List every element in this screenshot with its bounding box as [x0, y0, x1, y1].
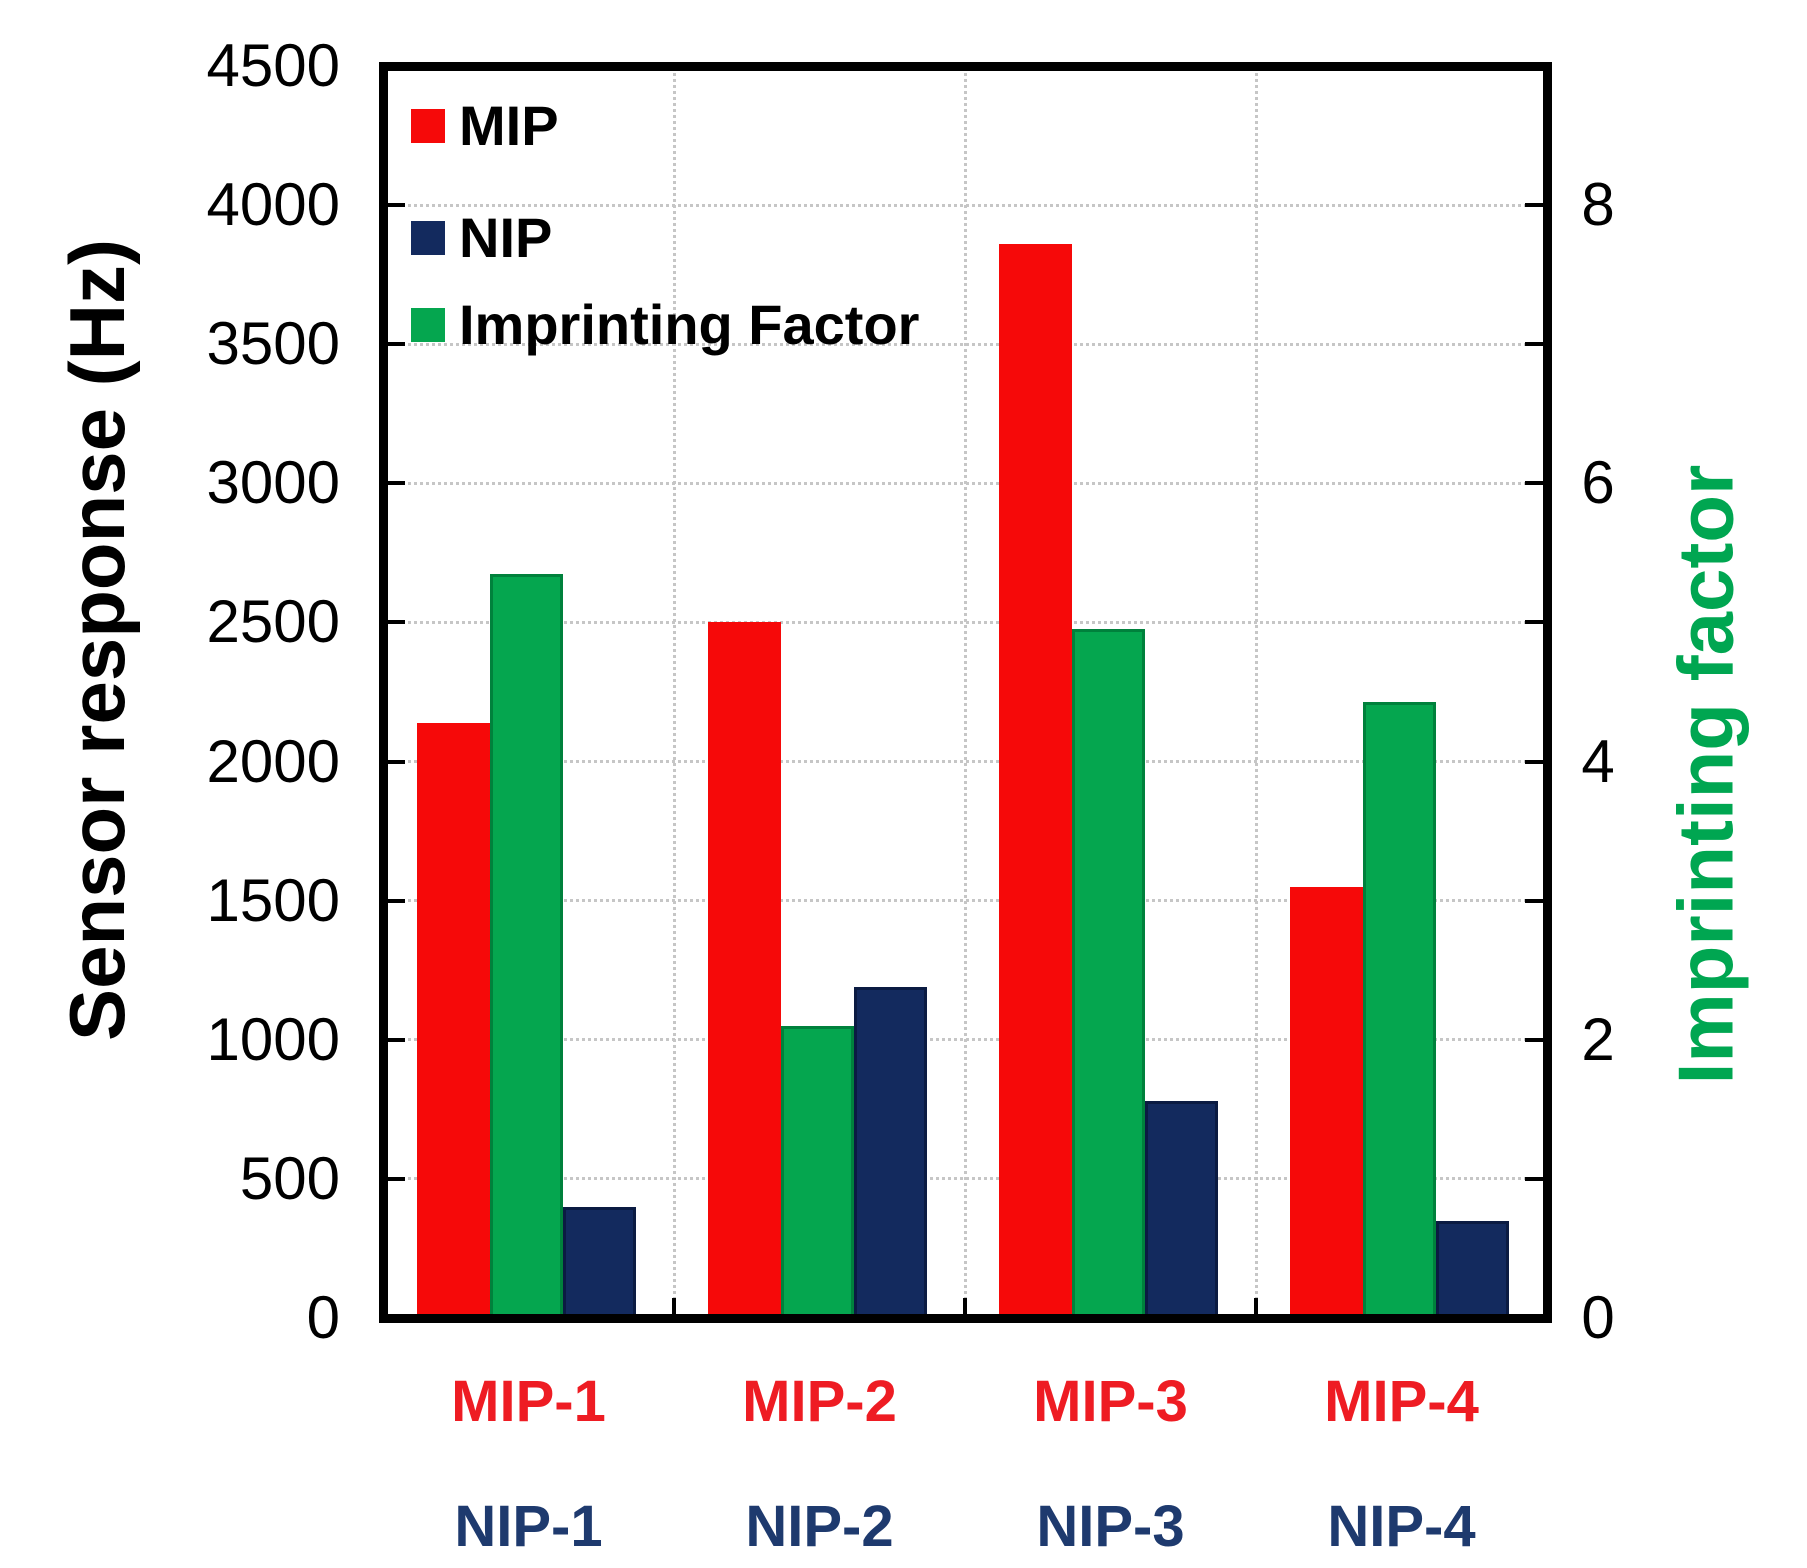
y-axis-tick-right [1525, 898, 1547, 903]
y-axis-title-right: Imprinting factor [1661, 464, 1750, 1085]
bar-nip-3 [1145, 1100, 1218, 1318]
y-axis-tick-left [383, 481, 405, 486]
legend-item-imprinting-factor: Imprinting Factor [411, 297, 919, 353]
y-axis-tick-label-left: 4500 [206, 32, 340, 99]
y-axis-tick-label-left: 2500 [206, 588, 340, 656]
y-axis-tick-right [1525, 342, 1547, 347]
x-axis-label-nip-2: NIP-2 [745, 1494, 894, 1559]
bar-mip-2 [708, 622, 781, 1318]
nip-legend-swatch-icon [411, 221, 445, 255]
y-axis-tick-left [383, 342, 405, 347]
y-axis-tick-right [1525, 759, 1547, 764]
y-axis-title-left: Sensor response (Hz) [53, 239, 141, 1041]
mip-legend-swatch-icon [411, 109, 445, 143]
y-axis-tick-left [383, 898, 405, 903]
y-axis-tick-label-right: 4 [1581, 727, 1615, 795]
x-axis-label-nip-4: NIP-4 [1327, 1494, 1476, 1559]
x-axis-label-mip-3: MIP-3 [1033, 1369, 1188, 1434]
legend-item-mip: MIP [411, 98, 559, 154]
y-axis-tick-right [1525, 620, 1547, 625]
bar-mip-3 [999, 244, 1072, 1318]
y-axis-tick-label-right: 8 [1581, 171, 1615, 239]
y-axis-tick-label-left: 500 [239, 1144, 340, 1212]
bar-mip-1 [417, 722, 490, 1318]
bar-imprinting-factor-4 [1363, 701, 1436, 1318]
x-axis-label-nip-1: NIP-1 [454, 1494, 603, 1559]
imprinting-factor-legend-swatch-icon [411, 308, 445, 342]
plot-frame [378, 61, 1552, 1323]
legend-item-label: MIP [459, 94, 559, 157]
y-axis-tick-left [383, 203, 405, 208]
y-axis-tick-left [383, 1037, 405, 1042]
legend-item-nip: NIP [411, 210, 552, 266]
y-axis-tick-label-left: 2000 [206, 727, 340, 795]
gridline-vertical [1254, 66, 1258, 1318]
bar-mip-4 [1290, 886, 1363, 1318]
gridline-vertical [963, 66, 967, 1318]
x-axis-tick [963, 1298, 967, 1318]
bar-imprinting-factor-1 [490, 573, 563, 1318]
y-axis-tick-right [1525, 1037, 1547, 1042]
y-axis-tick-label-right: 2 [1581, 1005, 1615, 1073]
x-axis-tick [1254, 1298, 1258, 1318]
x-axis-label-mip-2: MIP-2 [742, 1369, 897, 1434]
bar-nip-1 [563, 1206, 636, 1318]
bar-nip-4 [1436, 1220, 1509, 1318]
bar-imprinting-factor-3 [1072, 629, 1145, 1318]
y-axis-tick-label-right: 6 [1581, 449, 1615, 517]
y-axis-tick-label-right: 0 [1581, 1284, 1615, 1351]
legend-item-label: NIP [459, 206, 553, 269]
x-axis-label-nip-3: NIP-3 [1036, 1494, 1185, 1559]
gridline-vertical [672, 66, 676, 1318]
y-axis-tick-label-left: 1000 [206, 1005, 340, 1073]
y-axis-tick-label-left: 4000 [206, 171, 340, 239]
y-axis-tick-label-left: 3500 [206, 310, 340, 378]
legend-item-label: Imprinting Factor [459, 293, 920, 356]
x-axis-label-mip-1: MIP-1 [451, 1369, 606, 1434]
bar-imprinting-factor-2 [781, 1025, 854, 1318]
y-axis-tick-label-left: 1500 [206, 866, 340, 934]
y-axis-tick-right [1525, 1176, 1547, 1181]
x-axis-tick [672, 1298, 676, 1318]
y-axis-tick-left [383, 1176, 405, 1181]
y-axis-tick-right [1525, 203, 1547, 208]
bar-nip-2 [854, 986, 927, 1318]
y-axis-tick-left [383, 620, 405, 625]
x-axis-label-mip-4: MIP-4 [1324, 1369, 1479, 1434]
y-axis-tick-label-left: 3000 [206, 449, 340, 517]
y-axis-tick-right [1525, 481, 1547, 486]
y-axis-tick-left [383, 759, 405, 764]
y-axis-tick-label-left: 0 [306, 1284, 340, 1351]
